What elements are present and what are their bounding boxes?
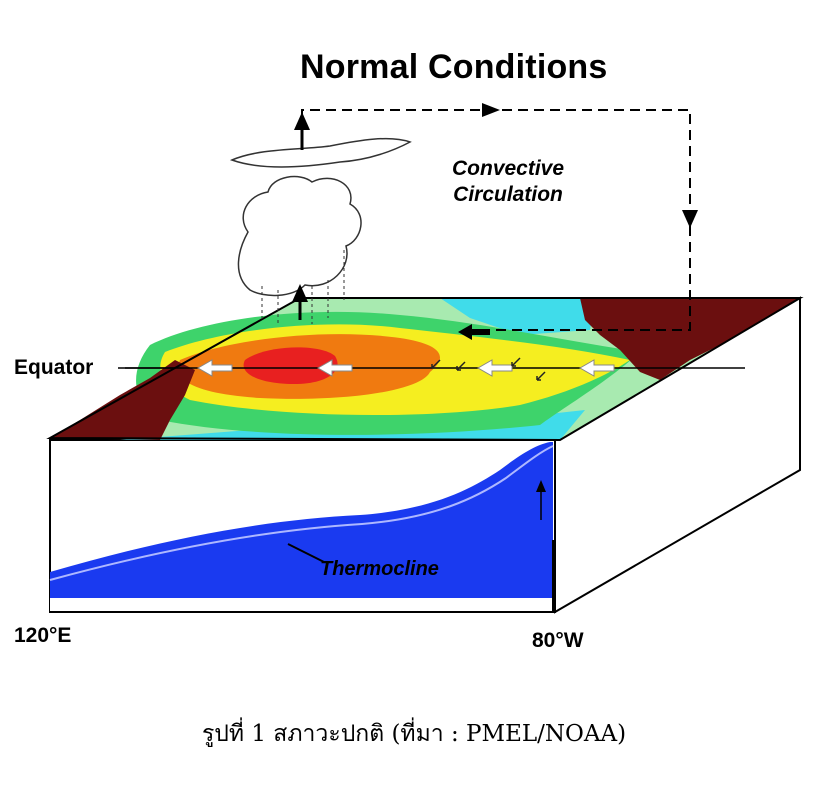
convective-label-line1: Convective	[452, 157, 565, 180]
diagram-title: Normal Conditions	[300, 48, 608, 86]
thermocline-pointer	[287, 543, 325, 563]
longitude-east-label: 80°W	[532, 629, 584, 652]
upwelling-arrow-head	[536, 480, 546, 492]
arrow-up-lower	[292, 284, 308, 302]
wind-arrow-2	[316, 359, 353, 377]
equator-label: Equator	[14, 356, 94, 379]
trade-wind-arrows	[196, 359, 615, 377]
wind-arrow-4	[578, 359, 615, 377]
wind-arrow-1	[196, 359, 233, 377]
current-arrow-2	[456, 361, 466, 371]
cyan-region-south	[120, 410, 585, 440]
thermocline-label: Thermocline	[320, 558, 439, 580]
arrow-right	[482, 103, 500, 117]
storm-cloud	[229, 137, 412, 325]
convective-circulation-loop	[292, 103, 698, 331]
small-current-arrows	[431, 357, 546, 381]
current-arrow-3	[511, 357, 521, 367]
surface-outline	[46, 297, 804, 442]
longitude-west-label: 120°E	[14, 624, 72, 647]
convective-circulation-label: Convective Circulation	[452, 156, 564, 208]
figure-caption: รูปที่ 1 สภาวะปกติ (ที่มา : PMEL/NOAA)	[201, 721, 627, 747]
current-arrow-1	[431, 359, 441, 369]
cloud-body	[237, 175, 362, 297]
wind-arrow-3	[476, 359, 513, 377]
land-asia	[50, 360, 195, 440]
cloud-anvil	[229, 137, 412, 168]
convective-label-line2: Circulation	[453, 183, 563, 206]
warm-pool-core	[243, 347, 338, 385]
rain-streaks	[261, 250, 345, 325]
front-bottom-white	[50, 598, 553, 612]
deep-water-layer	[50, 442, 553, 612]
arrow-up-top	[294, 112, 310, 130]
cyan-region-east	[440, 298, 595, 335]
land-americas	[580, 298, 800, 380]
current-arrow-4	[536, 371, 546, 381]
arrow-down	[682, 210, 698, 228]
thermocline-line	[49, 445, 554, 581]
surface-current-arrow	[458, 324, 490, 340]
